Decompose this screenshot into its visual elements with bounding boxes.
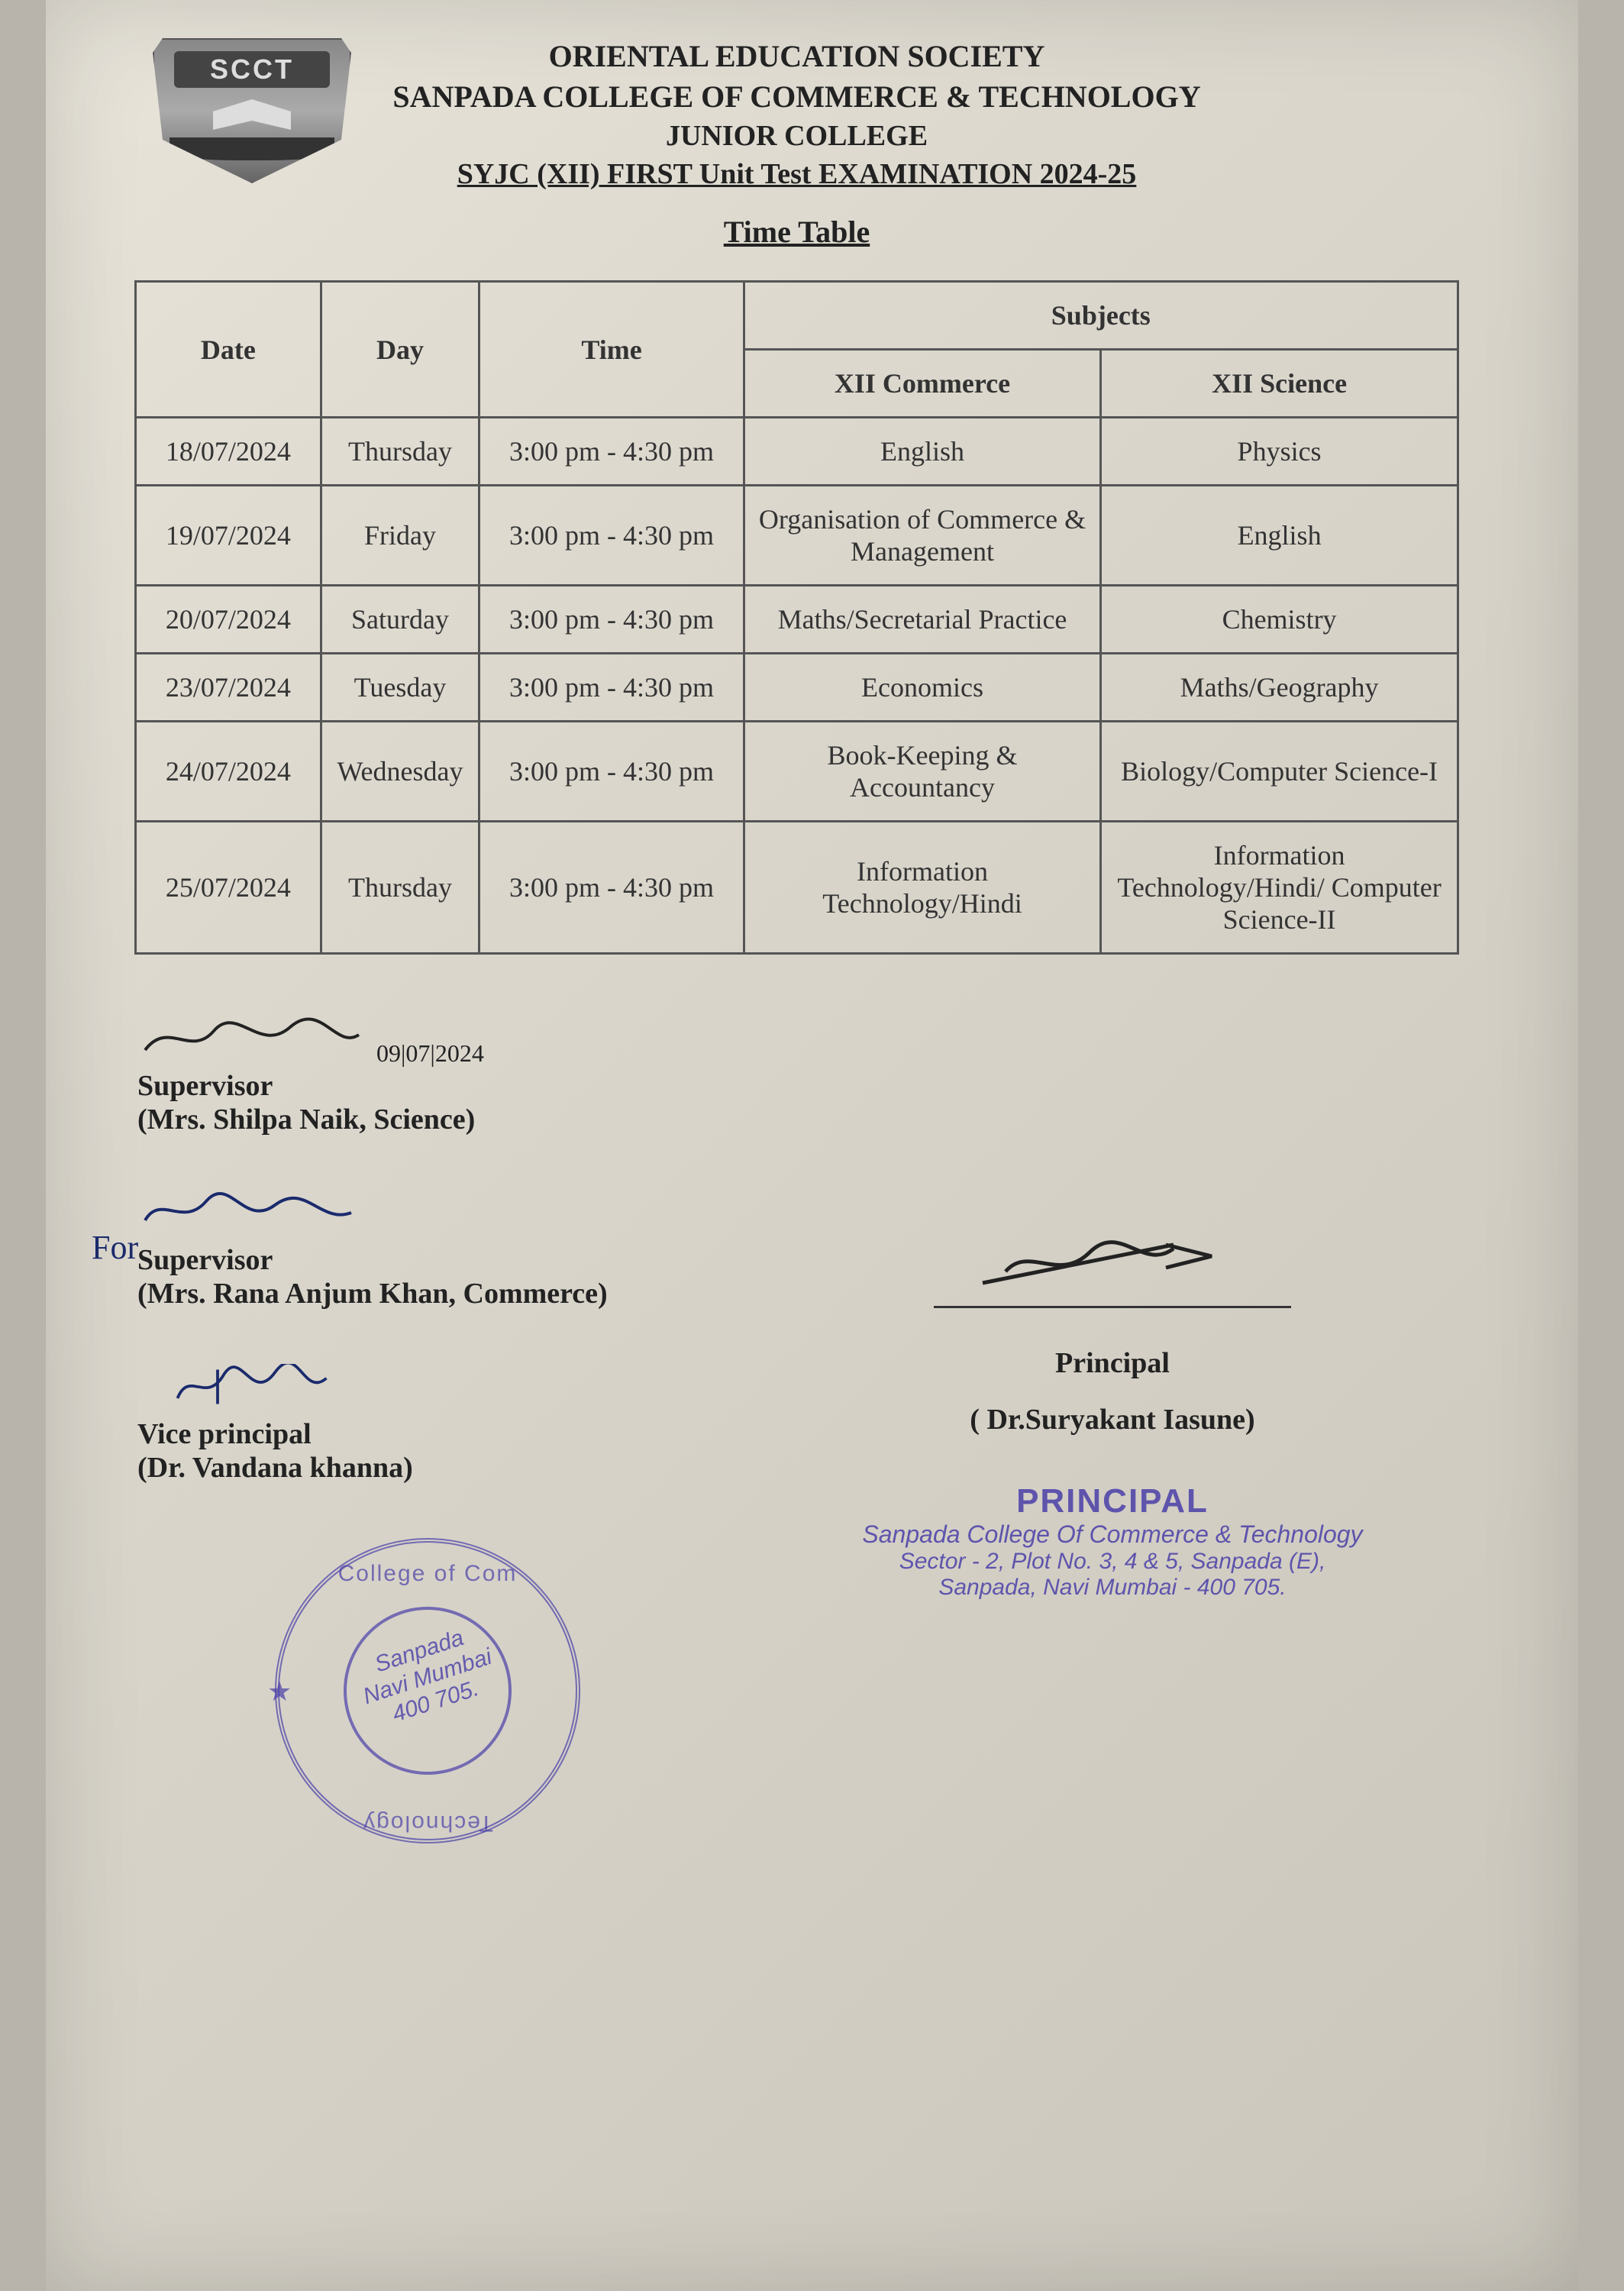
cell-science: Information Technology/Hindi/ Computer S…: [1101, 822, 1458, 954]
table-row: 25/07/2024Thursday3:00 pm - 4:30 pmInfor…: [136, 822, 1458, 954]
cell-time: 3:00 pm - 4:30 pm: [479, 654, 744, 722]
table-row: 20/07/2024Saturday3:00 pm - 4:30 pmMaths…: [136, 586, 1458, 654]
supervisor-1-name: (Mrs. Shilpa Naik, Science): [137, 1103, 1487, 1136]
pstamp-l4: Sanpada, Navi Mumbai - 400 705.: [815, 1575, 1410, 1601]
logo-text: SCCT: [174, 51, 331, 88]
cell-time: 3:00 pm - 4:30 pm: [479, 822, 744, 954]
for-handwriting: For: [92, 1228, 138, 1267]
principal-title: Principal: [815, 1346, 1410, 1380]
signature-scribble-1: 09|07|2024: [137, 1016, 1487, 1069]
table-row: 24/07/2024Wednesday3:00 pm - 4:30 pmBook…: [136, 722, 1458, 822]
principal-stamp: PRINCIPAL Sanpada College Of Commerce & …: [815, 1482, 1410, 1601]
stamp-bottom-text: Technology: [275, 1810, 580, 1836]
pstamp-l1: PRINCIPAL: [815, 1482, 1410, 1520]
th-commerce: XII Commerce: [744, 350, 1101, 418]
cell-date: 18/07/2024: [136, 418, 321, 486]
cell-day: Wednesday: [321, 722, 479, 822]
table-header-row-1: Date Day Time Subjects: [136, 282, 1458, 350]
signatures-area: 09|07|2024 Supervisor (Mrs. Shilpa Naik,…: [107, 1016, 1487, 1859]
cell-day: Thursday: [321, 418, 479, 486]
signature-date-1: 09|07|2024: [376, 1039, 484, 1067]
cell-time: 3:00 pm - 4:30 pm: [479, 418, 744, 486]
stamp-star-icon: ★: [267, 1675, 292, 1708]
cell-day: Thursday: [321, 822, 479, 954]
cell-science: Maths/Geography: [1101, 654, 1458, 722]
cell-commerce: Economics: [744, 654, 1101, 722]
cell-commerce: English: [744, 418, 1101, 486]
th-time: Time: [479, 282, 744, 418]
cell-time: 3:00 pm - 4:30 pm: [479, 486, 744, 586]
cell-date: 20/07/2024: [136, 586, 321, 654]
th-date: Date: [136, 282, 321, 418]
cell-commerce: Information Technology/Hindi: [744, 822, 1101, 954]
cell-date: 23/07/2024: [136, 654, 321, 722]
th-science: XII Science: [1101, 350, 1458, 418]
cell-time: 3:00 pm - 4:30 pm: [479, 722, 744, 822]
header: SCCT ORIENTAL EDUCATION SOCIETY SANPADA …: [107, 38, 1487, 191]
document-paper: SCCT ORIENTAL EDUCATION SOCIETY SANPADA …: [46, 0, 1578, 2291]
cell-day: Friday: [321, 486, 479, 586]
cell-day: Tuesday: [321, 654, 479, 722]
supervisor-1-block: 09|07|2024 Supervisor (Mrs. Shilpa Naik,…: [137, 1016, 1487, 1136]
open-book-icon: [213, 99, 291, 130]
signature-scribble-principal: [815, 1230, 1410, 1306]
cell-day: Saturday: [321, 586, 479, 654]
cell-time: 3:00 pm - 4:30 pm: [479, 586, 744, 654]
round-stamp: College of Com Technology ★ Sanpada Navi…: [275, 1538, 596, 1859]
cell-date: 19/07/2024: [136, 486, 321, 586]
table-row: 19/07/2024Friday3:00 pm - 4:30 pmOrganis…: [136, 486, 1458, 586]
timetable-heading: Time Table: [107, 214, 1487, 250]
pstamp-l3: Sector - 2, Plot No. 3, 4 & 5, Sanpada (…: [815, 1549, 1410, 1575]
cell-science: English: [1101, 486, 1458, 586]
cell-date: 24/07/2024: [136, 722, 321, 822]
principal-block: Principal ( Dr.Suryakant Iasune) PRINCIP…: [815, 1230, 1410, 1601]
cell-science: Chemistry: [1101, 586, 1458, 654]
principal-name: ( Dr.Suryakant Iasune): [815, 1403, 1410, 1436]
cell-date: 25/07/2024: [136, 822, 321, 954]
logo-ribbon-icon: [170, 137, 334, 160]
cell-commerce: Organisation of Commerce & Management: [744, 486, 1101, 586]
cell-science: Biology/Computer Science-I: [1101, 722, 1458, 822]
college-logo: SCCT: [153, 38, 366, 191]
pstamp-l2: Sanpada College Of Commerce & Technology: [815, 1520, 1410, 1549]
th-subjects: Subjects: [744, 282, 1458, 350]
cell-commerce: Maths/Secretarial Practice: [744, 586, 1101, 654]
signature-line: [934, 1306, 1291, 1308]
supervisor-1-title: Supervisor: [137, 1069, 1487, 1103]
table-row: 23/07/2024Tuesday3:00 pm - 4:30 pmEconom…: [136, 654, 1458, 722]
cell-science: Physics: [1101, 418, 1458, 486]
timetable: Date Day Time Subjects XII Commerce XII …: [134, 280, 1459, 955]
shield-icon: SCCT: [153, 38, 351, 183]
th-day: Day: [321, 282, 479, 418]
table-row: 18/07/2024Thursday3:00 pm - 4:30 pmEngli…: [136, 418, 1458, 486]
cell-commerce: Book-Keeping & Accountancy: [744, 722, 1101, 822]
stamp-top-text: College of Com: [275, 1561, 580, 1587]
